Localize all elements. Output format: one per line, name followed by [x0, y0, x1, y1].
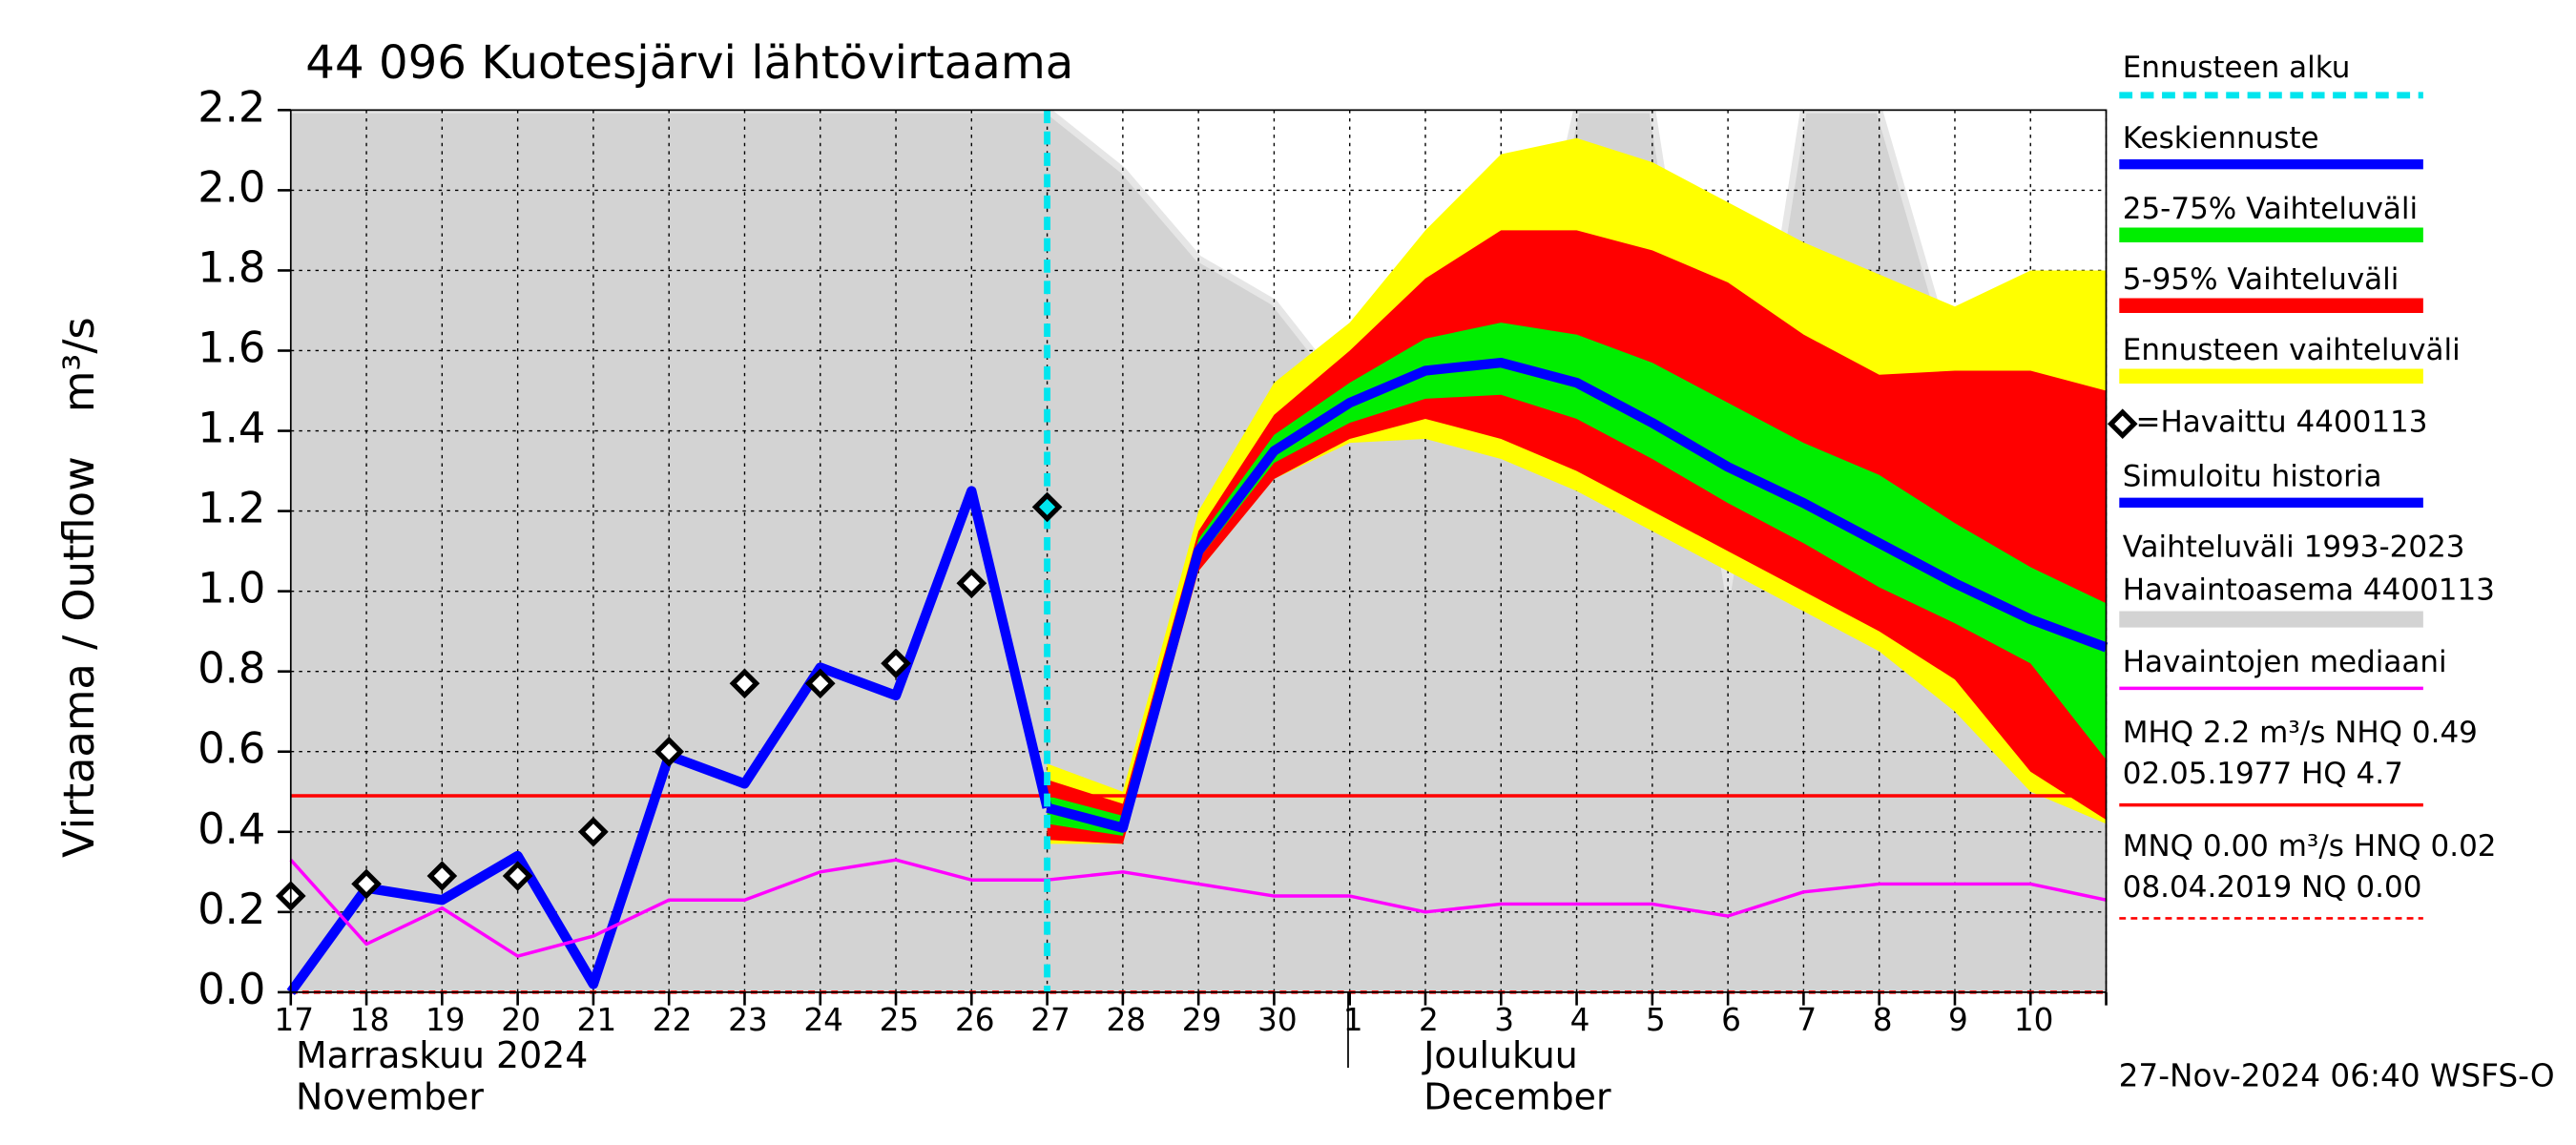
line	[1046, 357, 2109, 833]
x-tick-label: 6	[1721, 1002, 1741, 1038]
x-tick-label: 21	[577, 1002, 617, 1038]
chart-title: 44 096 Kuotesjärvi lähtövirtaama	[305, 36, 1073, 90]
month-label: November	[296, 1075, 484, 1117]
y-tick-label: 0.0	[197, 964, 265, 1014]
y-tick-label: 2.0	[197, 161, 265, 212]
x-tick-label: 1	[1343, 1002, 1363, 1038]
y-tick-label: 1.2	[197, 483, 265, 533]
x-tick-label: 5	[1646, 1002, 1666, 1038]
point	[1031, 491, 1063, 523]
x-tick-label: 29	[1182, 1002, 1222, 1038]
band	[1047, 323, 2107, 836]
y-tick-label: 1.0	[197, 563, 265, 614]
legend-label: MHQ 2.2 m³/s NHQ 0.49	[2123, 716, 2478, 750]
band	[1047, 230, 2107, 844]
x-tick-label: 4	[1570, 1002, 1590, 1038]
x-tick-label: 28	[1107, 1002, 1147, 1038]
point	[2107, 408, 2138, 440]
point	[578, 816, 609, 847]
legend-label: 5-95% Vaihteluväli	[2123, 262, 2399, 297]
x-tick-label: 17	[274, 1002, 314, 1038]
x-tick-label: 27	[1030, 1002, 1070, 1038]
x-tick-label: 18	[350, 1002, 390, 1038]
point	[654, 736, 685, 767]
point	[502, 861, 533, 891]
legend-label: Havaintojen mediaani	[2123, 645, 2447, 679]
point	[729, 668, 760, 699]
point	[956, 568, 987, 599]
month-label: Marraskuu 2024	[296, 1034, 588, 1076]
legend-label: Ennusteen vaihteluväli	[2123, 333, 2461, 367]
axes: 0.00.20.40.60.81.01.21.41.61.82.02.217 18…	[197, 81, 2108, 1117]
point	[351, 868, 382, 900]
point	[426, 861, 458, 891]
x-tick-label: 10	[2014, 1002, 2054, 1038]
legend-label: 25-75% Vaihteluväli	[2123, 192, 2418, 226]
x-tick-label: 3	[1494, 1002, 1514, 1038]
x-tick-label: 23	[728, 1002, 768, 1038]
x-tick-label: 8	[1873, 1002, 1893, 1038]
point	[804, 668, 836, 699]
x-tick-label: 7	[1797, 1002, 1817, 1038]
x-tick-label: 26	[955, 1002, 995, 1038]
month-label: Joulukuu	[1422, 1034, 1578, 1076]
y-tick-label: 0.6	[197, 723, 265, 774]
legend-label: Simuloitu historia	[2123, 460, 2382, 494]
x-tick-label: 25	[880, 1002, 920, 1038]
band	[1047, 137, 2107, 844]
legend: Ennusteen alku Keskiennuste 25-75% Vaihtel…	[2107, 51, 2497, 920]
y-axis-unit: m³/s	[53, 317, 104, 412]
legend-label: 08.04.2019 NQ 0.00	[2123, 870, 2422, 905]
x-tick-label: 19	[426, 1002, 466, 1038]
plot-area	[275, 109, 2109, 995]
y-tick-label: 1.8	[197, 241, 265, 292]
month-label: December	[1423, 1075, 1611, 1117]
y-tick-label: 0.8	[197, 643, 265, 694]
legend-label: =Havaittu 4400113	[2136, 406, 2428, 440]
y-tick-label: 0.2	[197, 884, 265, 934]
x-tick-label: 20	[501, 1002, 541, 1038]
y-tick-label: 1.6	[197, 322, 265, 372]
timestamp: 27-Nov-2024 06:40 WSFS-O	[2119, 1057, 2555, 1093]
x-tick-label: 9	[1948, 1002, 1968, 1038]
y-axis-label: Virtaama / Outflow	[53, 456, 104, 858]
legend-label: Vaihteluväli 1993-2023	[2123, 531, 2465, 565]
x-tick-label: 2	[1419, 1002, 1439, 1038]
x-tick-label: 22	[653, 1002, 693, 1038]
line	[289, 858, 2107, 958]
legend-label: Ennusteen alku	[2123, 51, 2351, 85]
y-tick-label: 2.2	[197, 81, 265, 132]
y-tick-label: 1.4	[197, 403, 265, 453]
x-tick-label: 24	[803, 1002, 843, 1038]
legend-label: Havaintoasema 4400113	[2123, 572, 2495, 607]
point	[881, 648, 911, 679]
legend-label: MNQ 0.00 m³/s HNQ 0.02	[2123, 829, 2497, 864]
y-tick-label: 0.4	[197, 803, 265, 854]
legend-label: Keskiennuste	[2123, 121, 2319, 156]
legend-label: 02.05.1977 HQ 4.7	[2123, 757, 2403, 791]
x-tick-label: 30	[1257, 1002, 1298, 1038]
